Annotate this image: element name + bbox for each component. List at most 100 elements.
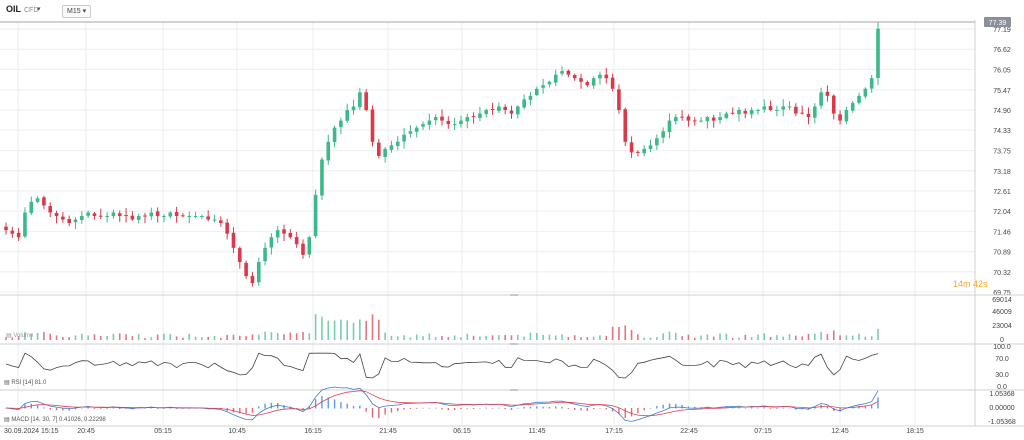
macd-histogram-bar	[150, 407, 153, 409]
timeframe-chevron-down-icon: ▾	[82, 8, 87, 15]
candle-body	[743, 111, 748, 114]
candle-body	[275, 230, 280, 238]
time-axis-label: 07:15	[754, 428, 772, 435]
volume-bar	[744, 334, 747, 340]
volume-bar	[504, 334, 506, 340]
macd-histogram-bar	[668, 403, 671, 409]
macd-histogram-bar	[472, 408, 475, 409]
candle-body	[130, 215, 135, 220]
price-axis-label: 76.05	[993, 67, 1011, 74]
candle-body	[497, 106, 501, 111]
volume-axis-label: 46009	[992, 309, 1012, 316]
volume-bar	[340, 319, 342, 340]
candle-body	[427, 120, 432, 125]
candle-body	[181, 215, 185, 217]
candle-body	[585, 82, 590, 86]
candle-body	[459, 120, 463, 125]
macd-histogram-bar	[536, 406, 538, 409]
symbol-selector[interactable]: OIL CFD	[6, 4, 38, 14]
macd-histogram-bar	[573, 408, 576, 410]
volume-bar	[529, 332, 532, 340]
volume-bar	[554, 335, 557, 340]
symbol-chevron-down-icon[interactable]: ▾	[37, 6, 41, 13]
timeframe-selector[interactable]: M15 ▾	[62, 5, 92, 18]
macd-histogram-bar	[43, 407, 45, 409]
candle-body	[699, 120, 703, 122]
volume-bar	[548, 334, 551, 340]
volume-bar	[68, 337, 70, 340]
macd-histogram-bar	[277, 402, 279, 409]
candle-body	[440, 116, 444, 121]
volume-label: ▤ Volume	[6, 333, 34, 339]
time-axis-label: 10:45	[228, 428, 246, 435]
macd-histogram-bar	[270, 402, 273, 409]
volume-bar	[517, 334, 519, 340]
symbol-type: CFD	[24, 7, 39, 14]
pane-resize-handle	[510, 389, 518, 391]
candle-body	[61, 216, 65, 220]
volume-settings-icon: ▤	[6, 333, 12, 339]
candle-body	[42, 197, 46, 206]
price-axis-label: 71.46	[993, 230, 1011, 237]
macd-histogram-bar	[359, 405, 361, 409]
macd-histogram-bar	[453, 408, 456, 411]
volume-bar	[618, 327, 620, 340]
candle-body	[642, 148, 647, 154]
volume-bar	[62, 337, 64, 340]
macd-histogram-bar	[258, 406, 260, 409]
macd-histogram-bar	[624, 408, 626, 419]
candle-body	[863, 88, 868, 97]
volume-bar	[87, 335, 89, 340]
time-axis-label: 21:45	[379, 428, 397, 435]
macd-histogram-bar	[763, 407, 765, 409]
candle-body	[320, 159, 324, 196]
candle-body	[187, 216, 192, 218]
volume-bar	[81, 333, 83, 340]
macd-histogram-bar	[637, 408, 639, 414]
volume-bar	[257, 334, 260, 340]
volume-bar	[725, 333, 728, 340]
volume-bar	[434, 337, 437, 340]
timeframe-value: M15	[67, 8, 81, 15]
macd-histogram-bar	[74, 408, 77, 410]
macd-histogram-bar	[264, 403, 266, 409]
macd-histogram-bar	[675, 403, 677, 409]
price-axis-label: 72.04	[993, 209, 1011, 216]
candle-body	[143, 215, 147, 217]
macd-histogram-bar	[523, 406, 525, 409]
volume-bar	[415, 334, 418, 340]
volume-bar	[308, 333, 311, 340]
volume-bar	[238, 335, 241, 340]
candle-body	[212, 219, 217, 221]
macd-histogram-bar	[776, 408, 778, 409]
volume-bar	[264, 331, 266, 340]
rsi-label[interactable]: ▤ RSI [14] 81.0	[4, 380, 47, 386]
candle-body	[48, 206, 53, 213]
candle-body	[282, 229, 286, 234]
volume-bar	[681, 336, 683, 340]
macd-histogram-bar	[561, 406, 563, 409]
volume-bar	[422, 336, 424, 340]
macd-histogram-bar	[504, 408, 506, 410]
volume-bar	[498, 335, 500, 340]
macd-label[interactable]: ▤ MACD [14, 30, 7] 0.41026, 0.22298	[4, 417, 106, 423]
price-axis-label: 75.47	[993, 88, 1011, 95]
candle-body	[23, 212, 27, 237]
volume-bar	[611, 326, 614, 340]
volume-bar	[220, 337, 222, 340]
volume-bar	[523, 336, 525, 340]
candle-body	[686, 116, 691, 121]
macd-histogram-bar	[137, 408, 140, 409]
volume-bar	[295, 333, 298, 340]
candle-body	[806, 113, 811, 118]
candle-body	[787, 106, 792, 108]
candle-body	[591, 78, 596, 86]
price-axis-label: 77.19	[993, 27, 1011, 34]
symbol-name: OIL	[6, 4, 21, 14]
volume-bar	[314, 314, 317, 340]
time-axis-label: 30.09.2024 15:15	[4, 428, 59, 435]
macd-histogram-bar	[378, 408, 380, 419]
macd-histogram-bar	[864, 405, 867, 409]
volume-bar	[460, 337, 462, 340]
